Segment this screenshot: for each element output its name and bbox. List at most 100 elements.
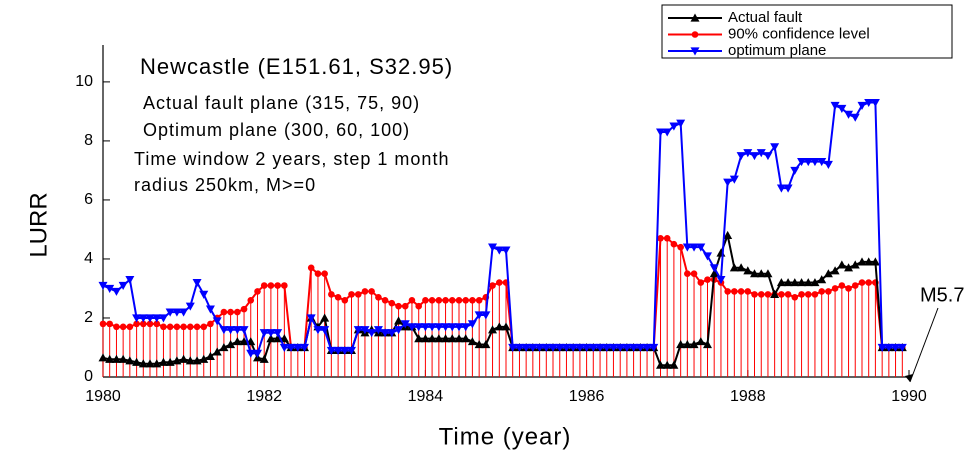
- legend-label: Actual fault: [728, 9, 803, 26]
- y-tick-label: 10: [75, 73, 93, 90]
- marker: [850, 260, 860, 269]
- marker: [394, 326, 404, 335]
- marker: [823, 269, 833, 278]
- marker: [818, 288, 826, 295]
- marker: [320, 313, 330, 322]
- marker: [314, 270, 322, 278]
- marker: [891, 343, 901, 352]
- marker: [514, 343, 524, 352]
- marker: [737, 288, 745, 295]
- marker: [200, 323, 208, 331]
- marker: [501, 322, 511, 331]
- marker: [649, 343, 659, 352]
- marker: [682, 340, 692, 349]
- marker: [380, 329, 390, 338]
- marker: [838, 282, 846, 289]
- marker: [689, 340, 699, 349]
- marker: [266, 334, 276, 343]
- marker: [474, 340, 484, 349]
- marker: [670, 240, 678, 248]
- marker: [98, 281, 108, 291]
- marker: [132, 357, 142, 366]
- marker: [830, 101, 840, 110]
- marker: [763, 269, 773, 278]
- marker: [508, 343, 518, 352]
- marker: [427, 334, 437, 343]
- marker: [489, 282, 496, 289]
- marker: [334, 294, 342, 301]
- marker: [770, 289, 780, 298]
- marker: [219, 342, 229, 352]
- marker: [798, 291, 805, 298]
- marker: [400, 320, 410, 329]
- marker: [118, 354, 128, 363]
- marker: [266, 329, 276, 338]
- marker: [360, 326, 370, 335]
- marker: [615, 343, 625, 352]
- marker: [803, 157, 813, 167]
- marker: [341, 296, 349, 304]
- marker: [348, 291, 355, 298]
- y-tick-label: 8: [84, 132, 93, 149]
- marker: [434, 323, 444, 332]
- marker: [441, 323, 451, 332]
- marker: [635, 343, 645, 352]
- marker: [354, 291, 362, 298]
- marker: [207, 320, 214, 328]
- marker: [783, 184, 793, 193]
- marker: [185, 356, 195, 365]
- x-tick-label: 1990: [891, 388, 927, 405]
- marker: [455, 296, 463, 304]
- marker: [152, 359, 162, 368]
- legend-marker: [691, 31, 699, 38]
- marker: [199, 354, 209, 363]
- marker: [226, 326, 236, 335]
- marker: [825, 288, 832, 295]
- marker: [253, 349, 263, 358]
- marker: [857, 257, 867, 266]
- marker: [281, 282, 288, 289]
- marker: [588, 343, 598, 352]
- marker: [690, 270, 698, 278]
- marker: [105, 284, 115, 293]
- marker: [823, 160, 833, 170]
- marker: [857, 101, 867, 110]
- marker: [434, 334, 444, 343]
- marker: [696, 243, 706, 252]
- marker: [313, 326, 323, 335]
- marker: [488, 243, 498, 252]
- marker: [172, 356, 182, 365]
- marker: [179, 354, 189, 363]
- marker: [897, 343, 907, 352]
- marker: [716, 276, 726, 285]
- marker: [212, 347, 222, 356]
- marker: [776, 184, 786, 193]
- marker: [448, 296, 456, 304]
- marker: [756, 149, 766, 158]
- marker: [158, 314, 168, 323]
- marker: [232, 337, 242, 346]
- marker: [831, 285, 839, 292]
- marker: [427, 323, 437, 332]
- marker: [865, 279, 872, 286]
- marker: [395, 302, 402, 310]
- marker: [179, 308, 189, 317]
- marker: [462, 296, 470, 304]
- marker: [776, 278, 786, 287]
- marker: [709, 264, 719, 273]
- marker: [602, 343, 612, 352]
- marker: [676, 119, 686, 128]
- marker: [106, 320, 113, 328]
- marker: [850, 113, 860, 122]
- marker: [677, 243, 684, 251]
- marker: [684, 270, 691, 278]
- marker: [226, 340, 236, 349]
- marker: [656, 128, 666, 137]
- legend-marker: [690, 13, 700, 22]
- marker: [333, 346, 343, 355]
- marker: [496, 279, 503, 286]
- marker: [697, 279, 705, 286]
- marker: [126, 323, 134, 331]
- marker: [729, 263, 739, 272]
